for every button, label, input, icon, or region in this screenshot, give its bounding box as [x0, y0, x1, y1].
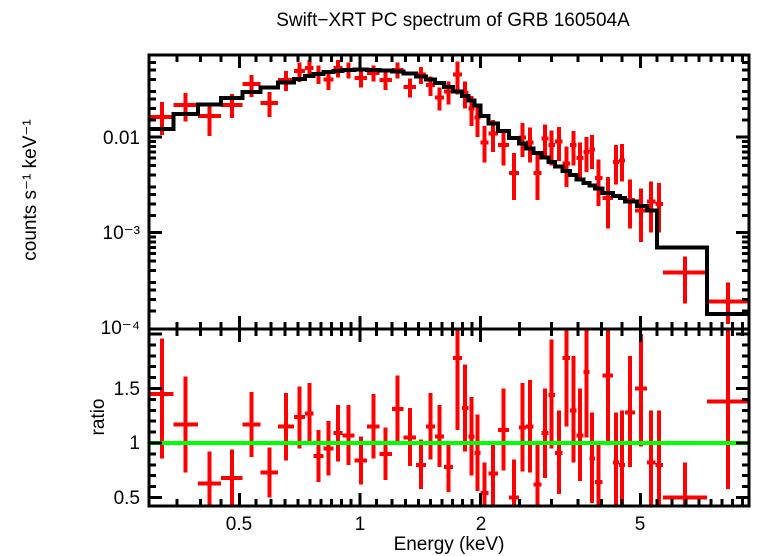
x-axis-title: Energy (keV) — [394, 534, 505, 555]
ratio-data-points — [150, 329, 749, 506]
ytick-label-1e-4: 10⁻⁴ — [101, 318, 140, 339]
ratio-tick-label-1: 1 — [129, 433, 140, 454]
xtick-label-0.5: 0.5 — [226, 514, 252, 535]
ytick-label-0.01: 0.01 — [103, 128, 140, 149]
model-step-line — [149, 67, 749, 317]
plot-frame — [147, 53, 751, 508]
ytick-label-1e-3: 10⁻³ — [103, 223, 141, 244]
spectrum-y-axis-title: counts s⁻¹ keV⁻¹ — [20, 119, 41, 261]
ratio-tick-label-0.5: 0.5 — [114, 488, 140, 509]
xtick-label-5: 5 — [635, 514, 646, 535]
ratio-tick-label-1.5: 1.5 — [114, 379, 140, 400]
axis-ticks — [149, 55, 749, 506]
xtick-label-2: 2 — [476, 514, 487, 535]
xtick-label-1: 1 — [355, 514, 366, 535]
plot-title: Swift−XRT PC spectrum of GRB 160504A — [276, 10, 630, 31]
ratio-y-axis-title: ratio — [88, 399, 109, 436]
